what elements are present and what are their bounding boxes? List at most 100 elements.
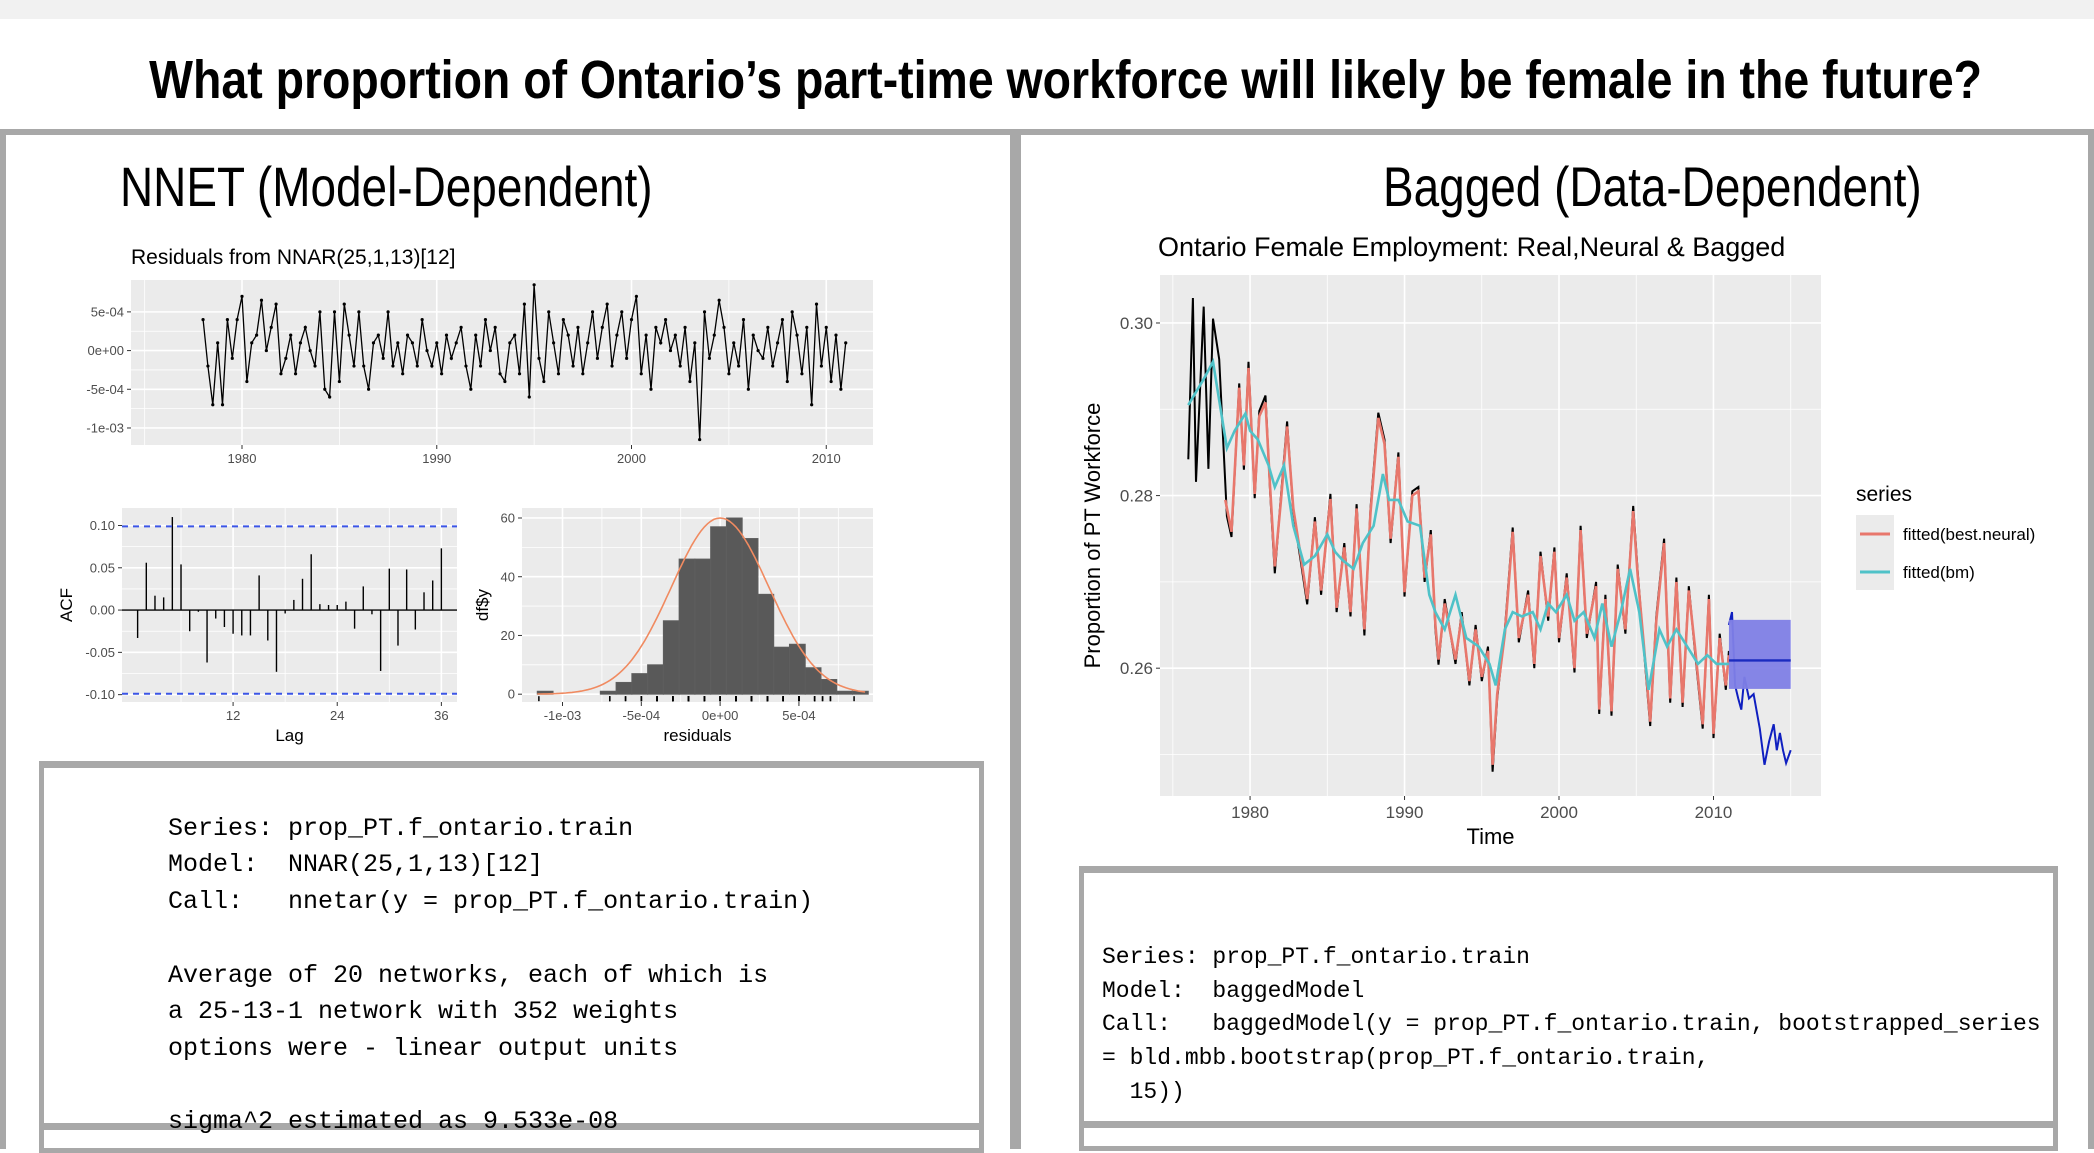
residual-point <box>425 348 429 353</box>
residual-point <box>839 387 843 391</box>
legend: series fitted(best.neural) fitted(bm) <box>1856 483 2035 590</box>
residual-point <box>746 387 750 391</box>
residual-point <box>303 325 307 329</box>
left-heading: NNET (Model-Dependent) <box>120 155 653 218</box>
y-tick-label: 60 <box>501 511 515 526</box>
residual-point <box>376 333 380 337</box>
bagged-fitted-line <box>1187 357 1729 691</box>
residual-point <box>615 333 619 337</box>
residual-point <box>357 310 361 314</box>
y-tick-label: -5e-04 <box>86 382 124 397</box>
x-tick-label: 2010 <box>1695 803 1733 822</box>
x-tick-label: 2010 <box>812 451 841 466</box>
residual-point <box>498 372 502 376</box>
y-axis-label: df$y <box>473 588 492 621</box>
residual-point <box>707 356 712 360</box>
residual-point <box>527 395 531 399</box>
residual-point <box>780 318 785 322</box>
residual-point <box>386 310 390 314</box>
ontario-employment-chart: 1980 1990 2000 2010 0.26 0.28 0.30 Time Proporti… <box>1080 275 2035 849</box>
residual-point <box>775 341 780 345</box>
bagged-summary-box <box>1079 866 2058 1128</box>
residual-point <box>313 364 317 368</box>
residual-point <box>440 372 444 376</box>
histogram-bar <box>631 673 649 695</box>
residual-point <box>508 341 512 345</box>
x-tick-label: 36 <box>434 708 448 723</box>
y-tick-label: -0.10 <box>85 687 115 702</box>
residual-point <box>323 387 327 391</box>
residual-point <box>298 341 303 345</box>
code-line: = bld.mbb.bootstrap(prop_PT.f_ontario.tr… <box>1102 1045 1710 1072</box>
x-tick-label: -1e-03 <box>544 708 582 723</box>
residual-point <box>761 356 765 360</box>
residual-point <box>235 318 239 322</box>
residual-point <box>790 310 794 314</box>
residual-point <box>469 387 473 391</box>
residual-point <box>819 364 823 368</box>
residual-point <box>693 341 697 345</box>
x-axis-label: Time <box>1466 824 1514 849</box>
code-line: Series: prop_PT.f_ontario.train <box>168 813 634 843</box>
forecast-interval-band <box>1728 619 1791 689</box>
x-axis-label: Lag <box>275 726 303 745</box>
histogram-bar <box>662 620 680 695</box>
y-tick-label: 0.30 <box>1120 314 1153 333</box>
neural-fitted-line <box>1224 367 1731 765</box>
residual-point <box>805 325 809 329</box>
residual-point <box>590 310 595 314</box>
residual-point <box>698 437 702 442</box>
histogram-bar <box>694 558 712 695</box>
residual-point <box>561 318 565 322</box>
left-panel <box>0 129 1016 1149</box>
residual-point <box>600 325 604 329</box>
y-tick-label: 40 <box>501 569 515 584</box>
residual-point <box>576 325 580 329</box>
residual-point <box>289 333 293 337</box>
residual-point <box>391 364 395 368</box>
residual-point <box>245 379 249 384</box>
residual-point <box>264 348 268 353</box>
x-tick-label: 2000 <box>617 451 646 466</box>
residual-point <box>639 372 643 376</box>
residual-point <box>517 372 522 376</box>
residual-point <box>293 372 298 376</box>
nnet-summary-box <box>39 761 984 1129</box>
residual-point <box>795 333 799 337</box>
residual-point <box>785 379 789 384</box>
residual-point <box>362 364 366 368</box>
residual-point <box>522 302 526 306</box>
residual-point <box>328 395 332 399</box>
residual-point <box>269 325 273 329</box>
code-line: sigma^2 estimated as 9.533e-08 <box>168 1107 619 1137</box>
residual-point <box>274 302 278 306</box>
histogram-bar <box>757 593 775 695</box>
plot-panel <box>131 280 873 445</box>
residual-point <box>649 387 653 391</box>
residual-point <box>722 325 726 329</box>
residual-point <box>727 372 731 376</box>
main-chart-title: Ontario Female Employment: Real,Neural &… <box>1158 232 1786 262</box>
y-tick-label: 0.10 <box>90 518 115 533</box>
residual-point <box>255 333 259 337</box>
nnet-summary-text: Series: prop_PT.f_ontario.train Model: NN… <box>168 774 813 1141</box>
x-tick-label: -5e-04 <box>623 708 661 723</box>
residual-point <box>342 302 346 306</box>
legend-key-bg <box>1856 515 1894 590</box>
histogram-bar <box>741 538 759 695</box>
code-line: options were - linear output units <box>168 1033 679 1063</box>
residual-point <box>771 364 775 368</box>
residual-point <box>478 364 483 368</box>
residual-point <box>678 364 682 368</box>
residual-point <box>435 341 439 345</box>
residual-point <box>629 318 634 322</box>
residual-point <box>488 348 492 353</box>
residuals-plot-title: Residuals from NNAR(25,1,13)[12] <box>131 246 456 269</box>
y-tick-label: 5e-04 <box>91 304 124 319</box>
residual-point <box>571 364 575 368</box>
residual-point <box>503 379 507 384</box>
bagged-next-box <box>1079 1121 2058 1151</box>
residual-point <box>464 364 468 368</box>
y-tick-label: 0e+00 <box>87 343 124 358</box>
